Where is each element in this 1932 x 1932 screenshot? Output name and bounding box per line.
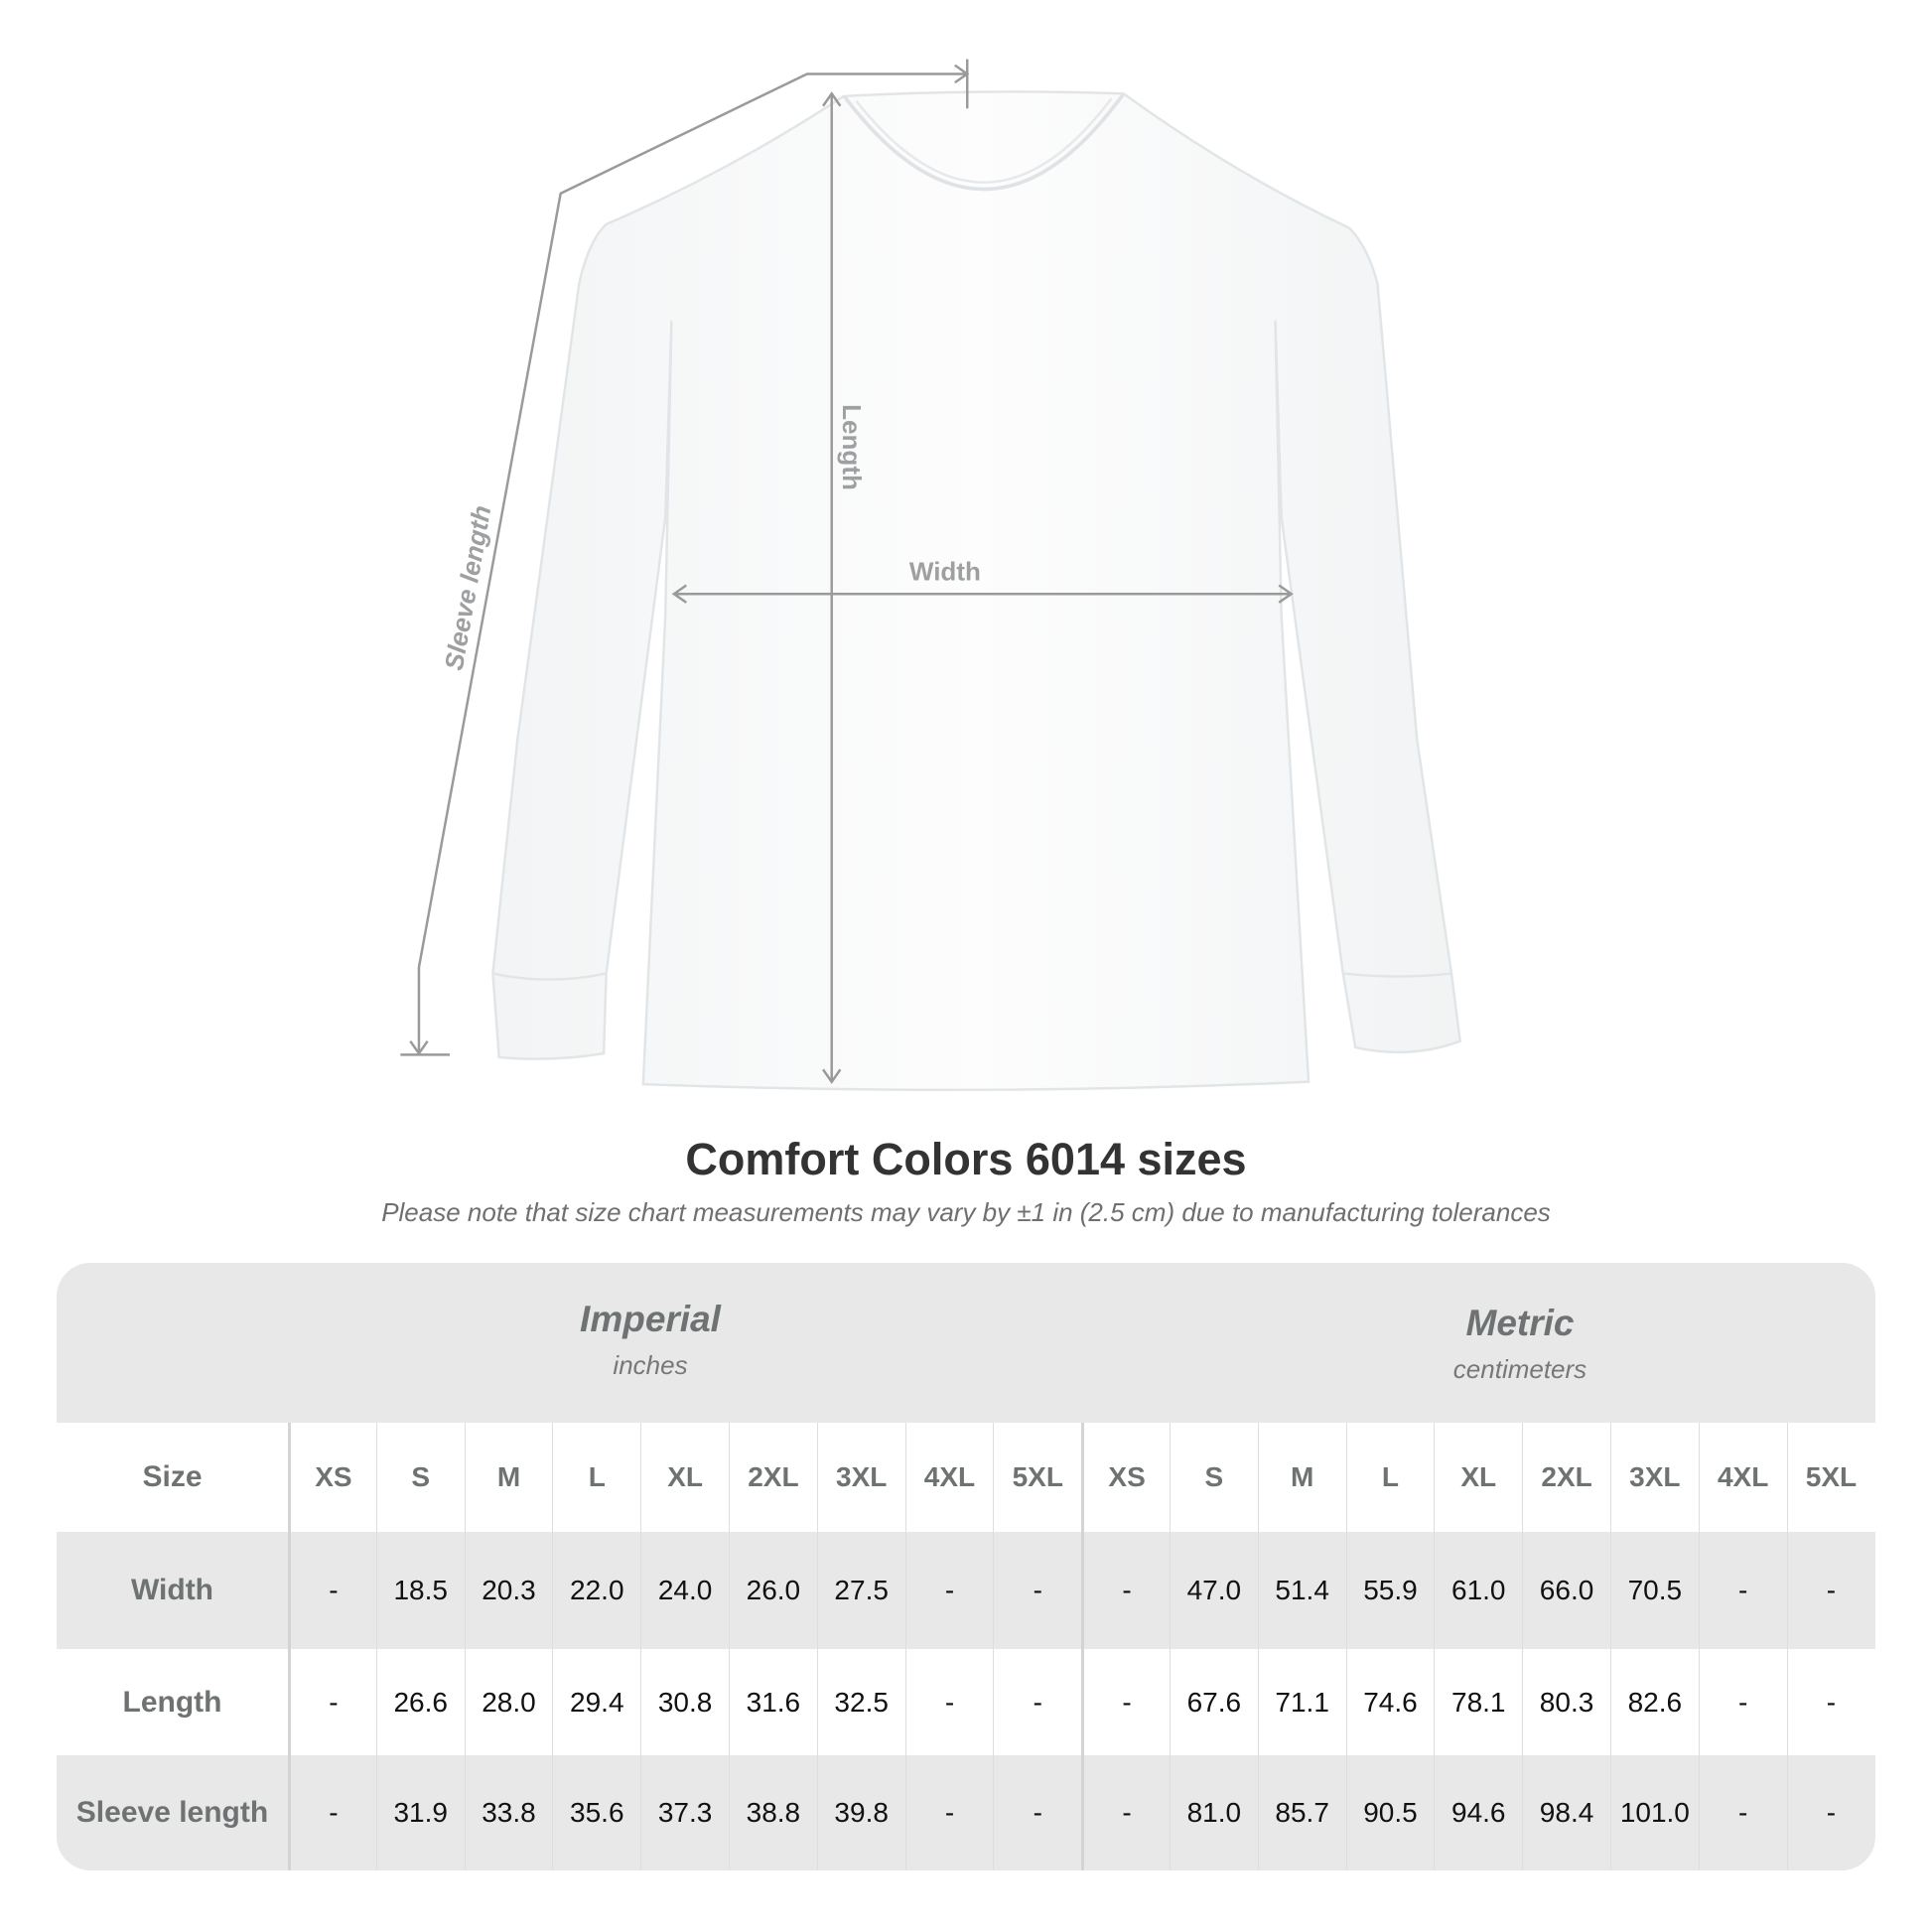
metric-value-cell: 82.6 <box>1609 1649 1699 1755</box>
length-label: Length <box>837 404 867 490</box>
metric-value-cell: 98.4 <box>1522 1755 1610 1870</box>
metric-value-cell: - <box>1786 1755 1875 1870</box>
metric-value-cell: 70.5 <box>1609 1532 1699 1649</box>
imperial-size-header: L <box>552 1423 640 1532</box>
imperial-value-cell: - <box>904 1755 994 1870</box>
imperial-size-header: M <box>464 1423 553 1532</box>
length-line <box>822 91 842 1084</box>
imperial-value-cell: - <box>288 1649 376 1755</box>
imperial-value-cell: 38.8 <box>728 1755 817 1870</box>
imperial-value-cell: 24.0 <box>640 1532 729 1649</box>
imperial-value-cell: - <box>288 1532 376 1649</box>
metric-value-cell: 101.0 <box>1609 1755 1699 1870</box>
metric-unit: centimeters <box>1452 1354 1587 1384</box>
imperial-title: Imperial <box>580 1299 721 1339</box>
size-header-row: Size XS S M L XL 2XL 3XL 4XL 5XL XS S M L XL 2XL 3XL 4XL 5… <box>57 1423 1875 1532</box>
metric-size-header: 3XL <box>1609 1423 1699 1532</box>
imperial-value-cell: 27.5 <box>816 1532 905 1649</box>
table-row: Width -18.5 20.3 22.0 24.0 26.0 27.5- - -47.0 51.… <box>57 1532 1875 1649</box>
imperial-value-cell: - <box>904 1532 994 1649</box>
imperial-value-cell: 26.6 <box>375 1649 465 1755</box>
imperial-value-cell: 20.3 <box>464 1532 553 1649</box>
imperial-value-cell: 33.8 <box>464 1755 553 1870</box>
metric-header: Metric centimeters <box>1222 1303 1818 1385</box>
metric-value-cell: 81.0 <box>1169 1755 1258 1870</box>
metric-value-cell: - <box>1081 1755 1170 1870</box>
metric-value-cell: 47.0 <box>1169 1532 1258 1649</box>
metric-value-cell: 90.5 <box>1345 1755 1435 1870</box>
metric-size-header: XL <box>1434 1423 1522 1532</box>
metric-size-header: M <box>1257 1423 1346 1532</box>
metric-size-header: XS <box>1081 1423 1170 1532</box>
imperial-value-cell: 31.6 <box>728 1649 817 1755</box>
metric-size-header: 4XL <box>1698 1423 1787 1532</box>
metric-size-header: 5XL <box>1786 1423 1875 1532</box>
metric-value-cell: 74.6 <box>1345 1649 1435 1755</box>
page-title: Comfort Colors 6014 sizes <box>685 1134 1247 1184</box>
imperial-value-cell: 32.5 <box>816 1649 905 1755</box>
metric-title: Metric <box>1465 1303 1575 1343</box>
sleeve-length-line <box>417 59 969 1054</box>
row-label: Length <box>122 1685 222 1719</box>
imperial-value-cell: 29.4 <box>552 1649 640 1755</box>
metric-value-cell: 51.4 <box>1257 1532 1346 1649</box>
measurement-lines <box>400 59 1294 1084</box>
metric-value-cell: 80.3 <box>1522 1649 1610 1755</box>
metric-value-cell: - <box>1786 1532 1875 1649</box>
imperial-header: Imperial inches <box>352 1299 948 1381</box>
metric-value-cell: 85.7 <box>1257 1755 1346 1870</box>
metric-value-cell: 78.1 <box>1434 1649 1522 1755</box>
metric-value-cell: 55.9 <box>1345 1532 1435 1649</box>
imperial-value-cell: 22.0 <box>552 1532 640 1649</box>
imperial-value-cell: - <box>904 1649 994 1755</box>
imperial-value-cell: - <box>993 1649 1081 1755</box>
metric-value-cell: - <box>1786 1649 1875 1755</box>
metric-value-cell: - <box>1698 1755 1787 1870</box>
metric-value-cell: 61.0 <box>1434 1532 1522 1649</box>
table-row: Length -26.6 28.0 29.4 30.8 31.6 32.5- - -67.6 71… <box>57 1649 1875 1755</box>
tolerance-note: Please note that size chart measurements… <box>381 1197 1551 1227</box>
imperial-size-header: S <box>375 1423 465 1532</box>
imperial-value-cell: - <box>993 1532 1081 1649</box>
imperial-value-cell: 30.8 <box>640 1649 729 1755</box>
unit-header-band <box>57 1263 1875 1423</box>
imperial-value-cell: 31.9 <box>375 1755 465 1870</box>
imperial-value-cell: 37.3 <box>640 1755 729 1870</box>
imperial-size-header: XL <box>640 1423 729 1532</box>
imperial-size-header: 4XL <box>904 1423 994 1532</box>
imperial-value-cell: 39.8 <box>816 1755 905 1870</box>
table-row: Sleeve length -31.9 33.8 35.6 37.3 38.8 39.8- -… <box>57 1755 1875 1870</box>
row-label: Width <box>130 1574 214 1606</box>
metric-size-header: 2XL <box>1522 1423 1610 1532</box>
imperial-size-header: 3XL <box>816 1423 905 1532</box>
imperial-value-cell: 26.0 <box>728 1532 817 1649</box>
imperial-unit: inches <box>613 1350 688 1380</box>
metric-value-cell: 94.6 <box>1434 1755 1522 1870</box>
imperial-value-cell: - <box>288 1755 376 1870</box>
imperial-size-header: XS <box>288 1423 376 1532</box>
imperial-value-cell: 35.6 <box>552 1755 640 1870</box>
width-line <box>671 584 1294 604</box>
metric-size-header: L <box>1345 1423 1435 1532</box>
row-label: Size <box>142 1460 203 1493</box>
metric-value-cell: 67.6 <box>1169 1649 1258 1755</box>
metric-value-cell: - <box>1081 1649 1170 1755</box>
imperial-size-header: 5XL <box>993 1423 1081 1532</box>
metric-value-cell: - <box>1081 1532 1170 1649</box>
imperial-size-header: 2XL <box>728 1423 817 1532</box>
metric-value-cell: - <box>1698 1649 1787 1755</box>
row-label: Sleeve length <box>75 1796 269 1829</box>
metric-value-cell: 71.1 <box>1257 1649 1346 1755</box>
metric-size-header: S <box>1169 1423 1258 1532</box>
metric-value-cell: - <box>1698 1532 1787 1649</box>
imperial-value-cell: - <box>993 1755 1081 1870</box>
long-sleeve-shirt-image <box>491 90 1462 1092</box>
metric-value-cell: 66.0 <box>1522 1532 1610 1649</box>
imperial-value-cell: 28.0 <box>464 1649 553 1755</box>
imperial-value-cell: 18.5 <box>375 1532 465 1649</box>
width-label: Width <box>909 557 981 587</box>
size-table: Imperial inches Metric centimeters Size X… <box>57 1263 1875 1870</box>
